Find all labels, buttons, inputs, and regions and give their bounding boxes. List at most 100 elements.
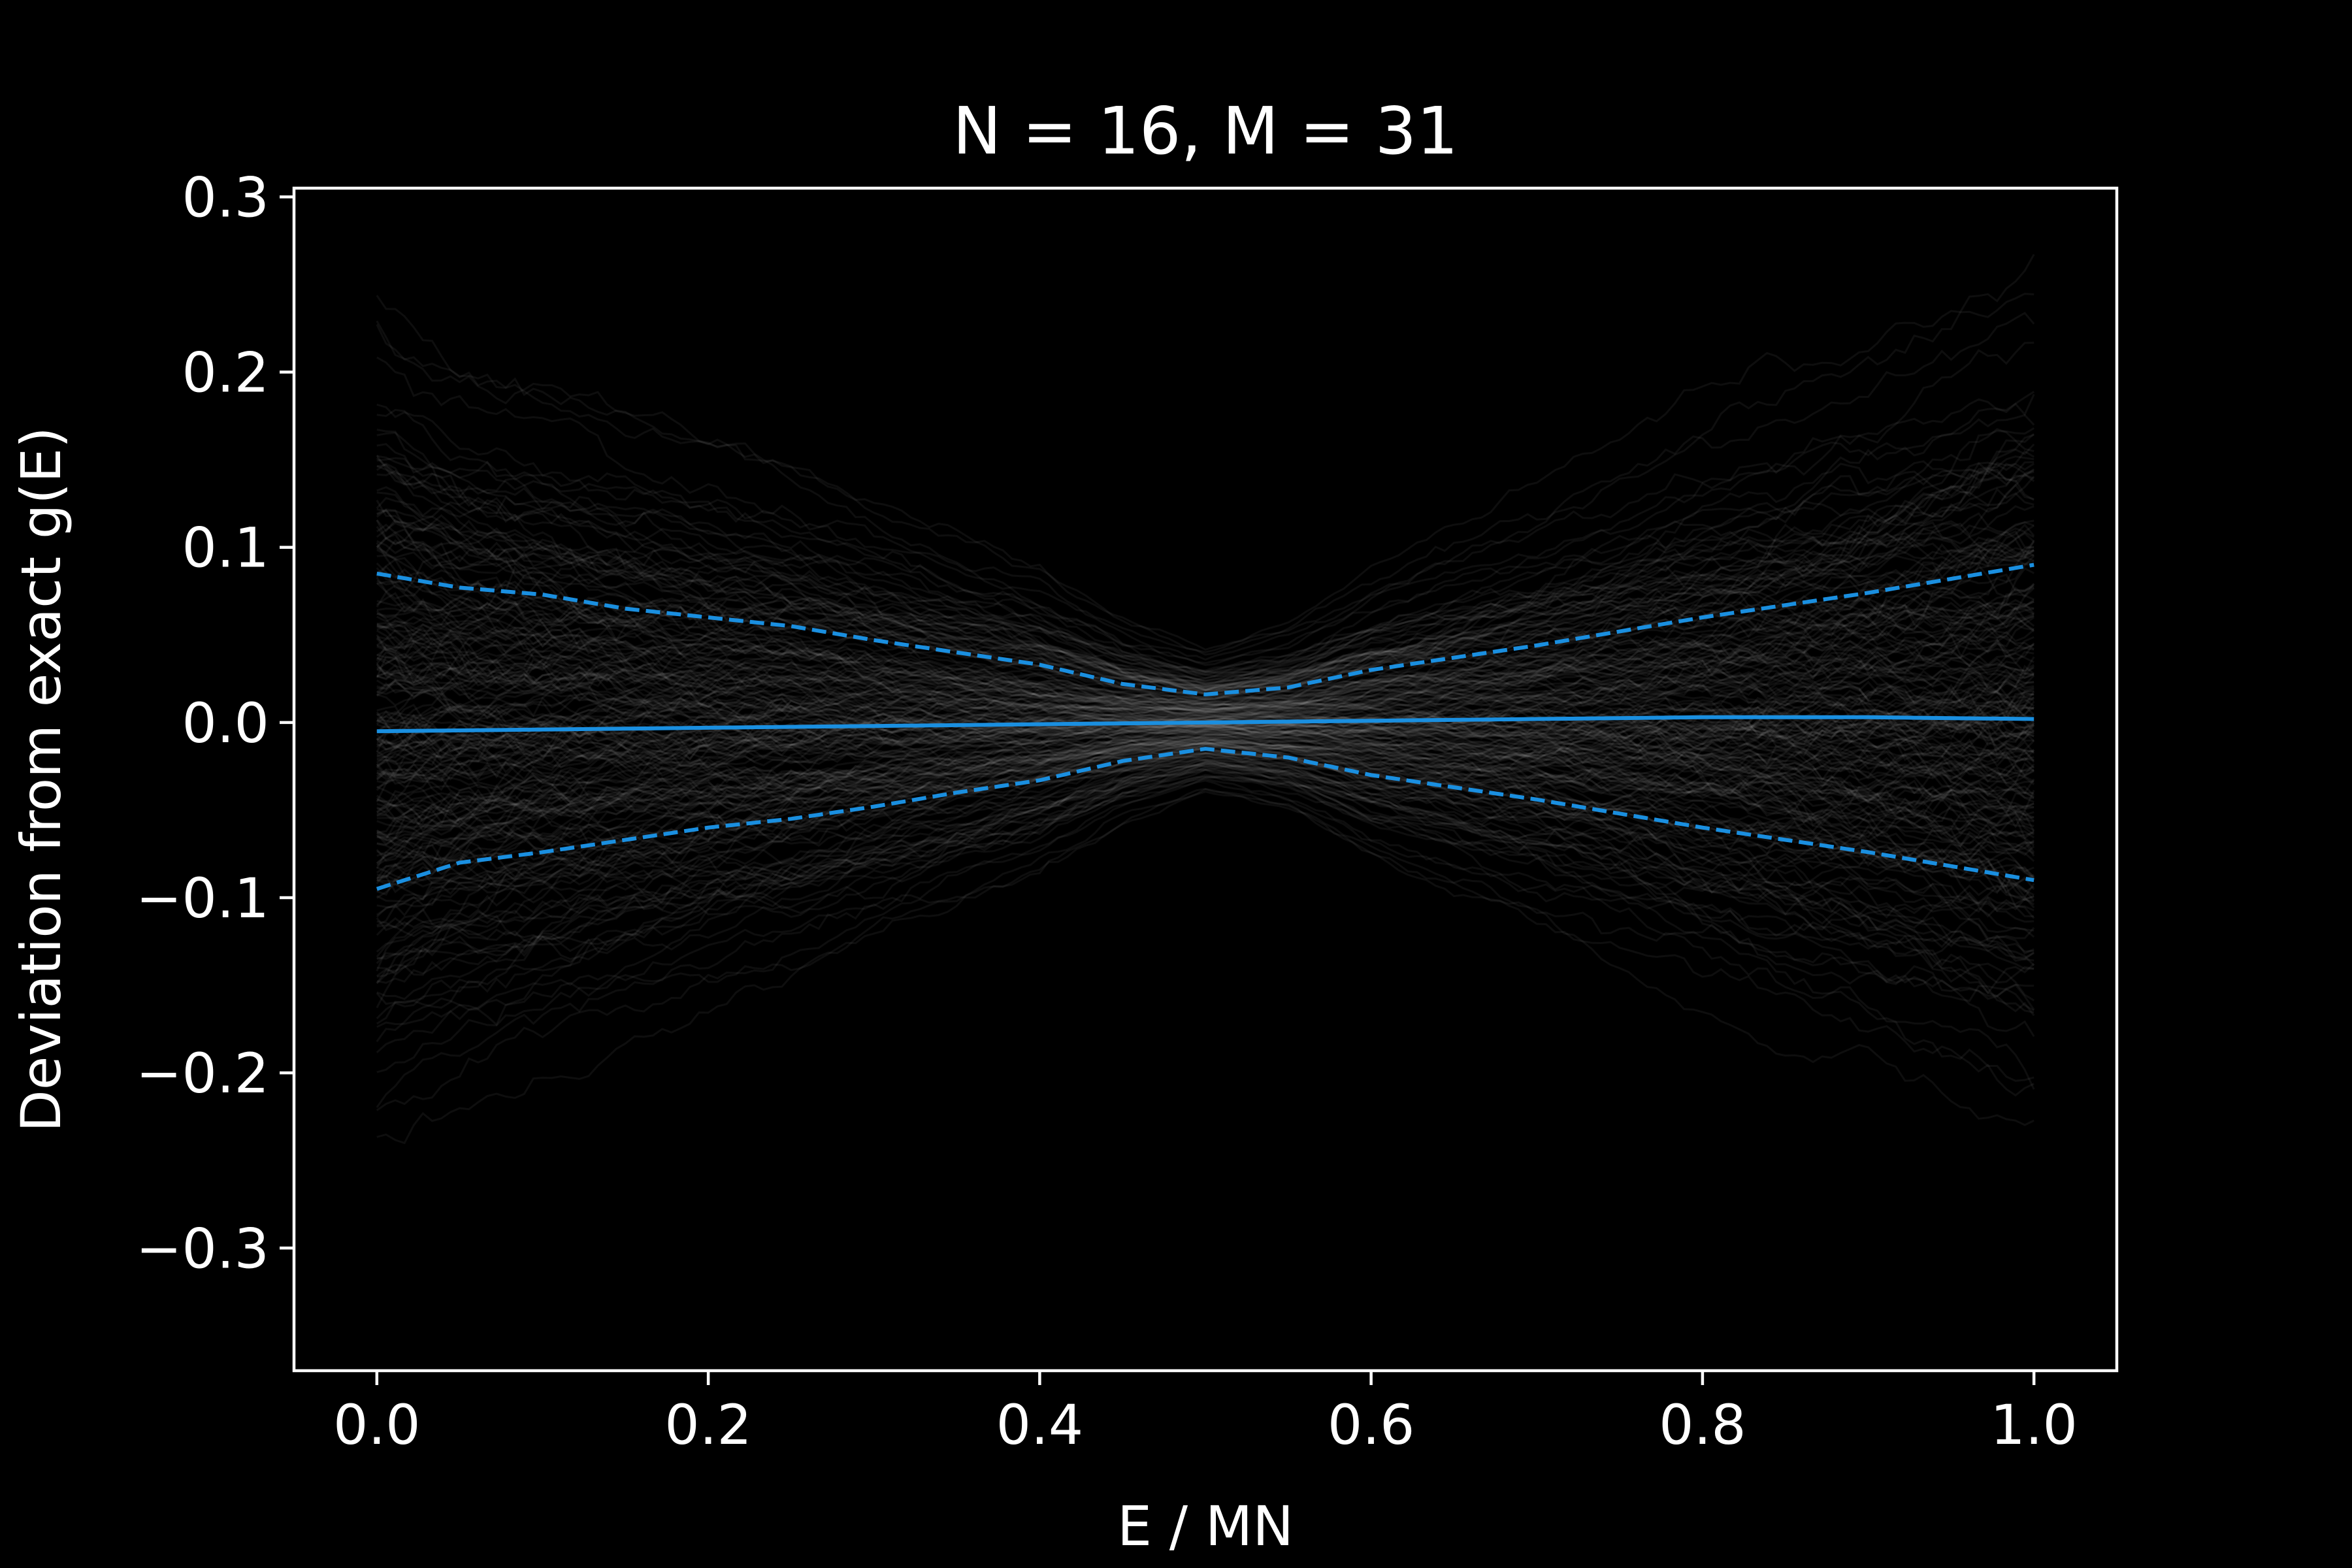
simulation-trace [376,724,2035,789]
simulation-trace [376,759,2034,975]
simulation-trace [376,508,2034,687]
simulation-trace [376,429,2034,673]
simulation-trace [376,675,2034,735]
simulation-trace [376,742,2034,873]
simulation-trace [376,708,2035,768]
x-tick-label: 0.4 [996,1393,1084,1457]
simulation-trace [376,739,2034,840]
simulation-trace [376,713,2034,783]
simulation-trace [376,766,2034,1002]
simulation-trace [376,760,2035,953]
simulation-trace [376,760,2034,964]
simulation-trace [376,655,2034,714]
y-tick-label: −0.1 [136,866,269,930]
simulation-trace [376,521,2034,689]
y-tick-label: 0.0 [182,691,269,755]
simulation-trace [376,606,2035,714]
simulation-trace [376,741,2035,834]
simulation-trace [376,758,2034,938]
simulation-trace [376,704,2034,762]
simulation-trace [376,593,2034,710]
series-lines [376,563,2034,891]
simulation-trace [376,700,2034,773]
simulation-trace [376,702,2035,746]
simulation-trace [376,560,2034,709]
simulation-trace [376,762,2034,960]
simulation-trace [376,474,2034,686]
simulation-trace [376,737,2035,857]
simulation-trace [376,723,2034,786]
simulation-trace [376,455,2034,685]
simulation-trace [376,722,2035,791]
simulation-trace [376,764,2035,1037]
mean-line [376,715,2034,734]
simulation-trace [376,731,2034,823]
simulation-trace [376,756,2034,934]
x-axis-label: E / MN [1117,1494,1294,1558]
simulation-trace [376,723,2034,814]
simulation-trace [376,769,2035,1000]
simulation-trace [376,762,2035,984]
simulation-trace [376,509,2035,689]
simulation-trace [376,732,2034,824]
simulation-trace [376,751,2035,918]
simulation-trace [376,739,2034,836]
simulation-trace [376,540,2035,700]
simulation-trace [376,775,2034,1014]
simulation-trace [376,714,2034,758]
x-tick-label: 0.8 [1659,1393,1746,1457]
simulation-trace [376,573,2034,702]
simulation-trace [376,461,2034,691]
simulation-trace [376,627,2035,710]
simulation-trace [376,583,2035,702]
simulation-trace [376,668,2034,731]
simulation-trace [376,682,2034,738]
simulation-trace [376,777,2035,1043]
upper-band-line [376,563,2034,696]
x-tick-label: 1.0 [1990,1393,2078,1457]
simulation-trace [376,752,2035,916]
simulation-trace [376,725,2034,779]
simulation-trace [376,738,2035,860]
simulation-trace [376,757,2035,926]
simulation-trace [376,728,2034,807]
simulation-trace [376,751,2034,902]
simulation-trace [376,455,2035,679]
simulation-trace [376,483,2034,688]
simulation-trace [376,643,2034,717]
y-axis-label: Deviation from exact g(E) [9,427,73,1132]
simulation-trace [376,443,2035,676]
simulation-trace [376,676,2034,735]
simulation-trace [376,600,2034,711]
simulation-trace [376,706,2035,761]
simulation-trace [376,536,2035,685]
simulation-trace [376,591,2034,710]
simulation-trace [376,729,2035,823]
simulation-trace [376,725,2035,816]
simulation-trace [376,505,2034,690]
lower-band-line [376,747,2034,891]
simulation-trace [376,743,2034,866]
simulation-trace [376,651,2034,711]
simulation-trace [376,591,2034,708]
simulation-trace [376,754,2034,883]
simulation-trace [376,762,2034,936]
simulation-trace [376,740,2034,874]
simulation-trace [376,427,2034,674]
simulation-trace [376,466,2034,687]
simulation-trace [376,625,2034,704]
simulation-trace [376,738,2034,821]
simulation-trace [376,788,2034,1145]
simulation-trace [376,678,2035,732]
simulation-trace [376,768,2035,962]
simulation-trace [376,615,2034,708]
simulation-trace [376,614,2034,713]
simulation-trace [376,463,2034,691]
simulation-trace [376,664,2035,730]
simulation-trace [376,740,2034,829]
x-tick-label: 0.0 [333,1393,421,1457]
simulation-trace [376,753,2034,901]
simulation-trace [376,463,2035,684]
simulation-trace [376,689,2035,791]
